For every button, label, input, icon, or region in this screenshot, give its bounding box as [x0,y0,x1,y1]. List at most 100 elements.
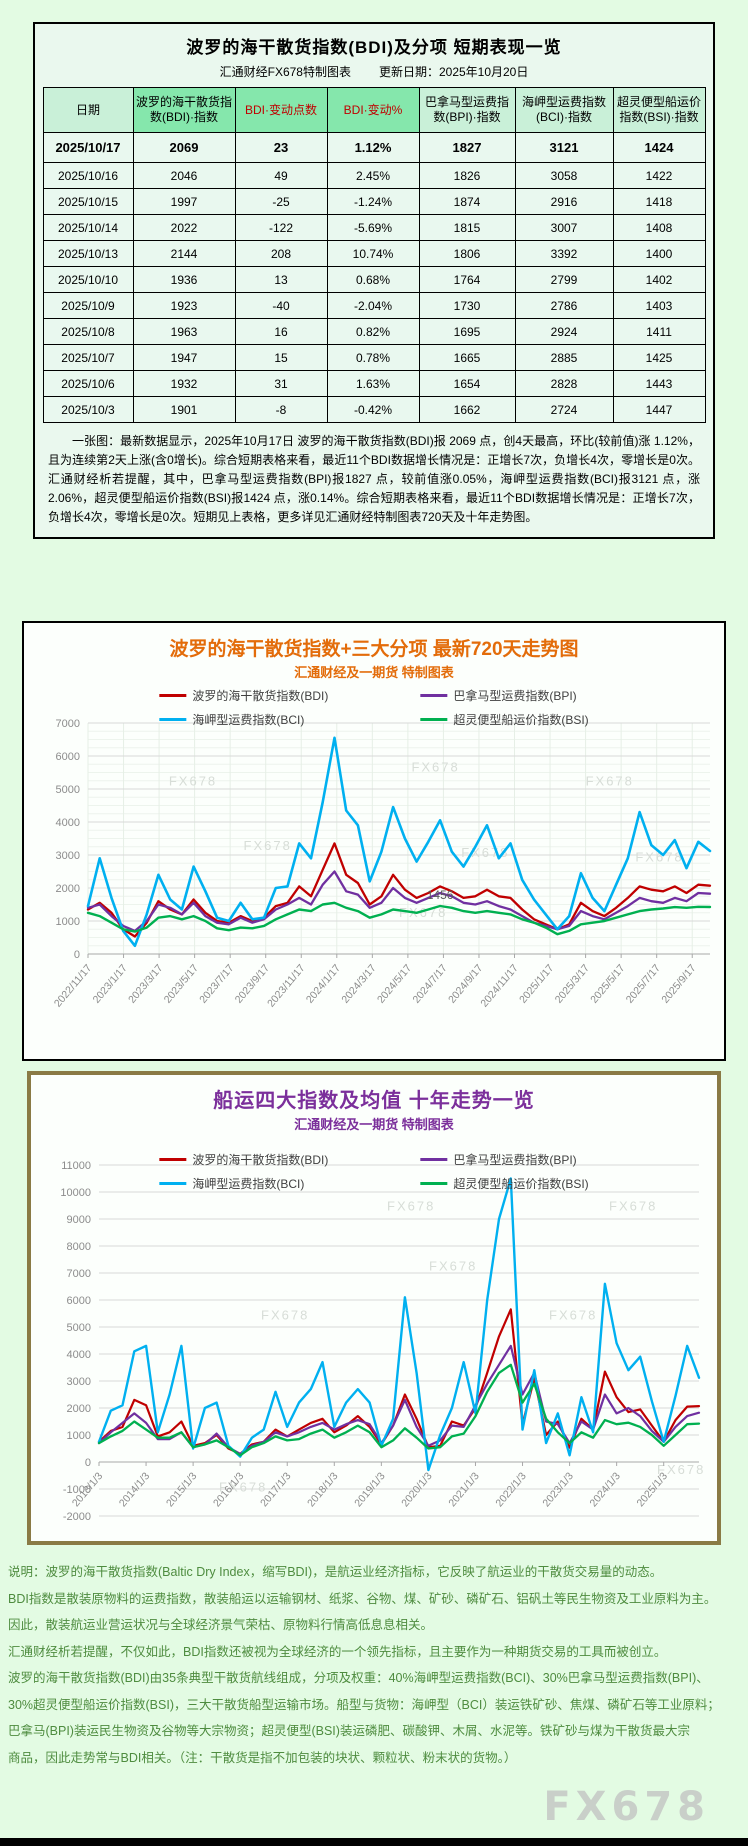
chart-720-wrap: 波罗的海干散货指数(BDI) 巴拿马型运费指数(BPI) 海岬型运费指数(BCI) 超… [24,683,724,1055]
footer-note-line: BDI指数是散装原物料的运费指数，散装船运以运输钢材、纸浆、谷物、煤、矿砂、磷矿… [8,1591,717,1606]
table-cell: 15 [234,344,328,371]
legend-swatch-bpi-icon [420,1158,448,1161]
table-cell: 1411 [612,318,706,345]
table-cell: 2046 [132,162,236,189]
table-cell: 2786 [514,292,614,319]
table-cell: 2025/10/8 [42,318,134,345]
table-cell: -8 [234,396,328,423]
table-cell: 2025/10/9 [42,292,134,319]
table-row: 2025/10/7 1947 15 0.78% 1665 2885 1425 [42,344,706,371]
table-header-row: 日期 波罗的海干散货指数(BDI)·指数 BDI·变动点数 BDI·变动% 巴拿马型运费… [42,87,706,133]
table-cell: 1874 [418,188,516,215]
table-cell: -5.69% [326,214,420,241]
x-tick-label: 2021/1/3 [446,1470,482,1509]
table-cell: 1418 [612,188,706,215]
legend-swatch-bdi-icon [159,1158,187,1161]
legend-item-bpi: 巴拿马型运费指数(BPI) [420,687,588,704]
x-tick-label: 2014/1/3 [117,1470,153,1509]
column-header: BDI·变动% [326,87,420,133]
table-row: 2025/10/6 1932 31 1.63% 1654 2828 1443 [42,370,706,397]
column-header: 超灵便型船运价指数(BSI)·指数 [612,87,706,133]
table-cell: 3392 [514,240,614,267]
chart-watermark: FX678 [429,1258,477,1273]
series-line-bci [86,736,712,948]
series-line-bci [97,1177,701,1472]
y-tick-label: 3000 [67,1376,91,1388]
chart-watermark: FX678 [169,773,217,788]
table-cell: 1932 [132,370,236,397]
legend-label: 超灵便型船运价指数(BSI) [453,713,589,727]
series-line-bsi [86,901,712,936]
legend-item-bsi: 超灵便型船运价指数(BSI) [420,711,589,728]
footer-notes: 说明：波罗的海干散货指数(Baltic Dry Index，缩写BDI)，是航运… [8,1559,740,1771]
x-tick-label: 2025/3/17 [553,962,592,1006]
fx678-watermark: FX678 [543,1784,710,1830]
table-cell: 1422 [612,162,706,189]
table-cell: 2885 [514,344,614,371]
table-cell: 1425 [612,344,706,371]
chart-watermark: FX678 [657,1462,705,1477]
chart-10y-svg: -2000 -1000 0 1000 2000 3000 4000 5000 6000 7000 8… [60,1160,705,1523]
table-cell: 3058 [514,162,614,189]
y-tick-label: 6000 [67,1295,91,1307]
table-cell: 2916 [514,188,614,215]
x-tick-label: 2023/5/17 [162,962,201,1006]
footer-note-line: 30%超灵便型船运价指数(BSI)，三大干散货船型运输市场。船型与货物：海岬型（… [8,1697,720,1712]
table-cell: 1936 [132,266,236,293]
legend-swatch-bsi-icon [420,718,448,721]
table-cell: 13 [234,266,328,293]
table-cell: 2025/10/15 [42,188,134,215]
table-cell: 2022 [132,214,236,241]
footer-note-line: 商品，因此走势常与BDI相关。（注：干散货是指不加包装的块状、颗粒状、粉末状的货… [8,1750,517,1765]
x-tick-label: 2025/7/17 [624,962,663,1006]
summary-note: 一张图：最新数据显示，2025年10月17日 波罗的海干散货指数(BDI)报 2… [48,434,700,524]
y-tick-label: 1000 [67,1430,91,1442]
x-tick-label: 2022/11/17 [52,962,95,1009]
table-cell: 1662 [418,396,516,423]
y-tick-label: 7000 [56,718,80,730]
table-cell: 2025/10/10 [42,266,134,293]
x-tick-label: 2023/1/3 [540,1470,576,1509]
column-header: 波罗的海干散货指数(BDI)·指数 [132,87,236,133]
table-cell: -40 [234,292,328,319]
legend-item-bci: 海岬型运费指数(BCI) [159,1175,328,1192]
table-cell: 0.78% [326,344,420,371]
table-cell: 1806 [418,240,516,267]
table-cell: 1665 [418,344,516,371]
legend-label: 海岬型运费指数(BCI) [192,713,305,727]
table-cell: 2025/10/17 [42,132,134,163]
chart-watermark: FX678 [586,773,634,788]
table-cell: 3007 [514,214,614,241]
legend-swatch-bdi-icon [159,694,187,697]
chart-720-svg: 0 1000 2000 3000 4000 5000 6000 7000 FX678 FX678 F… [52,718,712,1010]
y-tick-label: 2000 [67,1403,91,1415]
chart-720-subtitle: 汇通财经及一期货 特制图表 [294,665,454,680]
table-subtitle: 汇通财经FX678特制图表 更新日期：2025年10月20日 [35,63,713,80]
chart-watermark: FX678 [609,1199,657,1214]
y-tick-label: 0 [74,949,80,961]
x-tick-label: 2023/1/17 [91,962,130,1006]
y-tick-label: 3000 [56,850,80,862]
table-cell: 2025/10/6 [42,370,134,397]
table-row: 2025/10/13 2144 208 10.74% 1806 3392 1400 [42,240,706,267]
y-tick-label: 5000 [56,784,80,796]
table-cell: 16 [234,318,328,345]
x-tick-label: 2018/1/3 [305,1470,341,1509]
table-cell: 1826 [418,162,516,189]
page-title: 波罗的海干散货指数(BDI)及分项 短期表现一览 [186,38,562,57]
legend-label: 海岬型运费指数(BCI) [192,1177,305,1191]
table-cell: 1654 [418,370,516,397]
table-cell: 2025/10/14 [42,214,134,241]
x-tick-label: 2023/11/17 [265,962,308,1009]
chart-watermark: FX678 [219,1479,267,1494]
y-tick-label: -1000 [63,1484,91,1496]
table-cell: 2025/10/13 [42,240,134,267]
table-cell: 1447 [612,396,706,423]
legend-label: 波罗的海干散货指数(BDI) [192,1153,329,1167]
y-tick-label: 4000 [56,817,80,829]
table-cell: 31 [234,370,328,397]
column-header: 日期 [42,87,134,133]
x-tick-label: 2025/9/17 [659,962,698,1006]
legend-swatch-bci-icon [159,1182,187,1185]
table-cell: 2724 [514,396,614,423]
